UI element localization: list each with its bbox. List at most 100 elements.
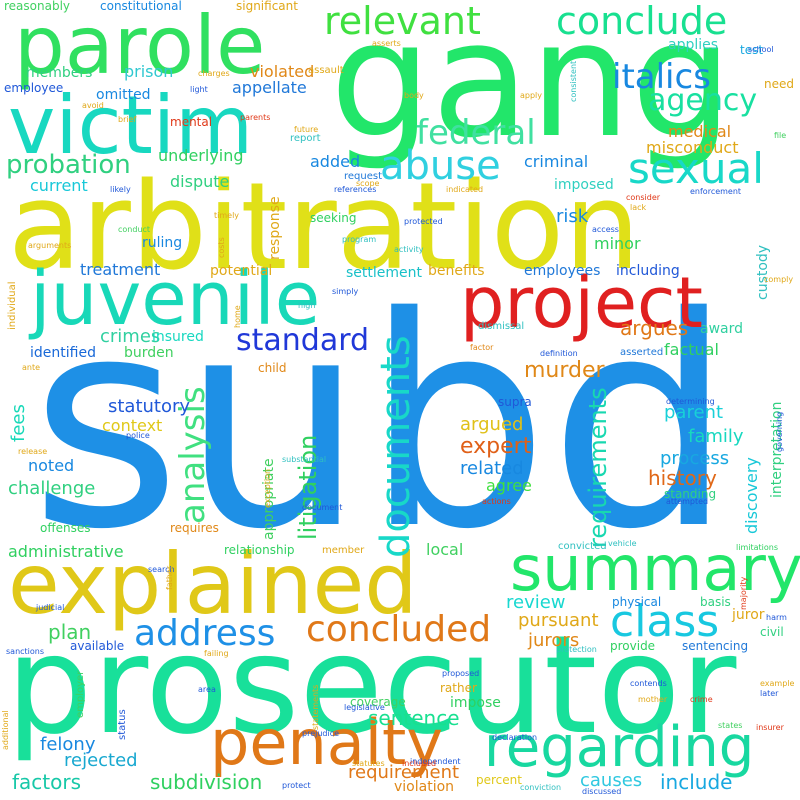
word-access: access	[592, 225, 619, 234]
word-charges: charges	[198, 69, 230, 78]
word-relationship: relationship	[224, 543, 295, 557]
word-appellate: appellate	[232, 78, 307, 97]
word-sentence: sentence	[368, 706, 460, 730]
word-ruling: ruling	[142, 235, 183, 251]
word-document: document	[302, 503, 343, 512]
word-requirements: requirements	[584, 387, 612, 548]
word-home: home	[233, 305, 242, 328]
word-offenses: offenses	[40, 521, 91, 535]
word-states: states	[718, 721, 743, 730]
word-likely: likely	[110, 185, 131, 194]
word-underlying: underlying	[158, 146, 244, 165]
word-related: related	[460, 458, 524, 479]
word-available: available	[70, 639, 125, 653]
word-settlement: settlement	[346, 265, 423, 281]
word-example: example	[760, 679, 795, 688]
word-abuse: abuse	[380, 143, 501, 189]
word-convicted: convicted	[558, 541, 607, 552]
word-burden: burden	[124, 345, 174, 361]
word-father: father	[165, 565, 174, 590]
word-search: search	[148, 565, 175, 574]
word-expert: expert	[460, 434, 532, 459]
word-costs: costs	[217, 237, 226, 258]
word-member: member	[322, 545, 365, 556]
word-treatment: treatment	[80, 260, 161, 279]
word-program: program	[342, 235, 377, 244]
word-assault: assault	[308, 65, 344, 76]
word-violation: violation	[394, 779, 455, 795]
word-fees: fees	[8, 404, 29, 442]
word-statutes: statutes	[352, 759, 385, 768]
word-physical: physical	[612, 595, 662, 609]
word-discussed: discussed	[582, 787, 622, 796]
word-potential: potential	[210, 263, 273, 279]
word-standard: standard	[236, 323, 370, 358]
word-protected: protected	[404, 217, 443, 226]
word-litigation: litigation	[294, 434, 322, 540]
word-rejected: rejected	[64, 750, 138, 771]
word-parole: parole	[14, 0, 266, 92]
word-felony: felony	[40, 734, 96, 755]
word-relevant: relevant	[324, 0, 481, 43]
word-basis: basis	[700, 595, 731, 609]
word-requirement: requirement	[348, 762, 460, 783]
word-activity: activity	[394, 245, 424, 254]
word-consider: consider	[626, 193, 661, 202]
word-juvenile: juvenile	[30, 256, 321, 342]
word-factors: factors	[12, 770, 82, 794]
word-asserts: asserts	[372, 39, 401, 48]
word-vehicle: vehicle	[608, 539, 637, 548]
word-release: release	[18, 447, 48, 456]
word-consistent: consistent	[569, 60, 578, 102]
word-documents: documents	[373, 335, 419, 558]
word-regarding: regarding	[484, 715, 755, 780]
word-actions: actions	[482, 497, 511, 506]
word-applies: applies	[668, 37, 719, 53]
word-judicial: judicial	[36, 603, 65, 612]
word-violated: violated	[250, 62, 315, 81]
word-history: history	[648, 466, 717, 490]
word-added: added	[310, 152, 361, 171]
word-noted: noted	[28, 456, 75, 475]
word-imposed: imposed	[554, 177, 614, 193]
word-police: police	[126, 431, 150, 440]
word-crimes: crimes	[100, 326, 161, 347]
word-timely: timely	[214, 211, 240, 220]
word-indicated: indicated	[446, 185, 484, 194]
word-child: child	[258, 361, 287, 375]
word-address: address	[134, 613, 276, 654]
word-area: area	[198, 685, 216, 694]
word-award: award	[700, 321, 744, 337]
word-attempted: attempted	[666, 497, 709, 506]
word-agency: agency	[648, 83, 758, 118]
word-definition: definition	[540, 349, 578, 358]
word-mental: mental	[170, 115, 213, 129]
word-insured: insured	[152, 329, 204, 345]
word-concluded: concluded	[306, 609, 492, 650]
word-summary: summary	[510, 532, 800, 605]
word-simply: simply	[332, 287, 359, 296]
word-limitations: limitations	[736, 543, 778, 552]
word-conclude: conclude	[556, 0, 728, 43]
word-custody: custody	[755, 244, 771, 300]
word-prosecutor: prosecutor	[6, 607, 737, 765]
word-victim: victim	[8, 79, 254, 172]
word-parents: parents	[240, 113, 271, 122]
word-members: members	[26, 65, 93, 81]
word-prejudice: prejudice	[302, 729, 340, 738]
word-light: light	[190, 85, 208, 94]
word-explained: explained	[8, 535, 418, 633]
word-asserted: asserted	[620, 347, 664, 358]
word-governing: governing	[775, 411, 784, 452]
word-rather: rather	[440, 681, 477, 695]
word-administrative: administrative	[8, 542, 124, 561]
word-parent: parent	[664, 402, 724, 423]
word-percent: percent	[476, 773, 522, 787]
word-context: context	[102, 416, 163, 435]
word-federal: federal	[416, 113, 536, 153]
word-subd: subd	[30, 256, 734, 593]
word-test: test	[740, 43, 764, 57]
word-employee: employee	[4, 81, 64, 95]
word-argued: argued	[460, 414, 524, 435]
